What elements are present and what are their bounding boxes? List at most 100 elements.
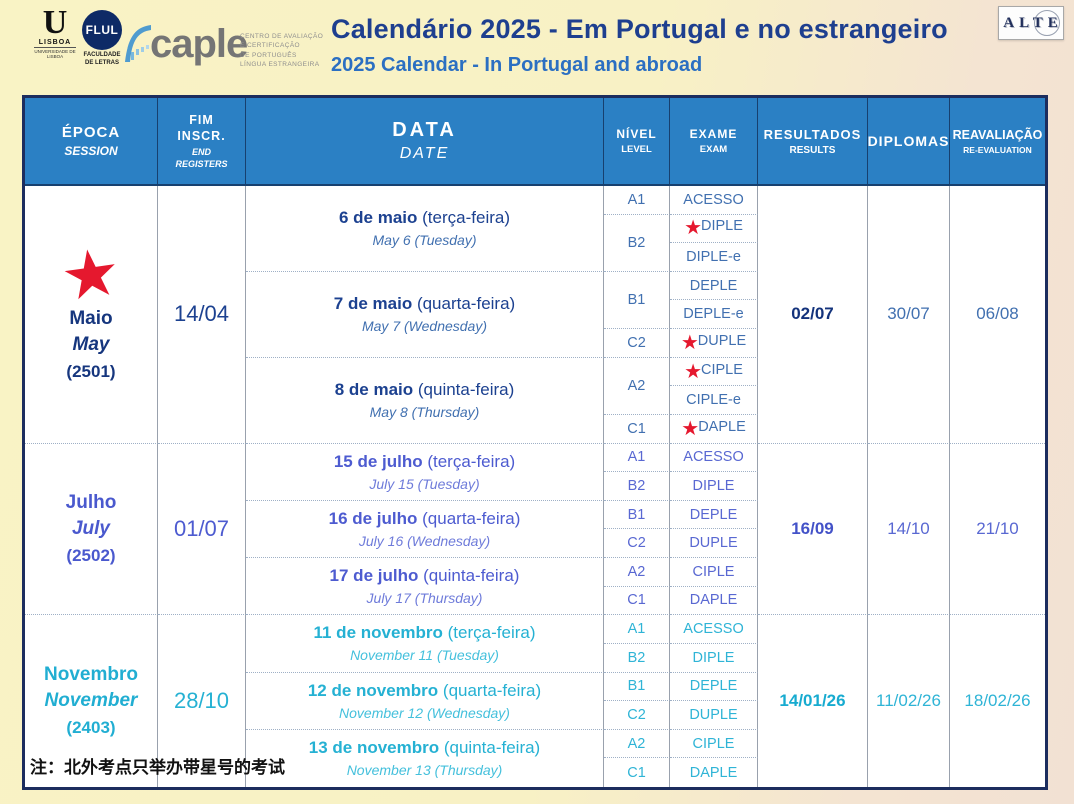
col-header-nivel: NÍVEL LEVEL <box>604 98 670 186</box>
session-code: (2403) <box>66 718 116 738</box>
caple-description: CENTRO DE AVALIAÇÃO E CERTIFICAÇÃO DE PO… <box>240 33 324 69</box>
alte-circle-icon <box>1034 10 1060 36</box>
end-registration-november: 28/10 <box>158 615 246 787</box>
level-cell: B1 <box>604 500 670 530</box>
session-month-en: November <box>44 690 138 712</box>
star-icon: ★ <box>56 233 126 315</box>
star-icon: ★ <box>684 217 702 240</box>
reevaluation-cell: 21/10 <box>950 443 1045 616</box>
session-month-en: July <box>71 517 111 539</box>
col-header-fim-inscr: FIM INSCR. END REGISTERS <box>158 98 246 186</box>
exam-date: 11 de novembro (terça-feira) November 11… <box>246 615 604 673</box>
diplomas-cell: 11/02/26 <box>868 615 950 787</box>
diplomas-cell: 14/10 <box>868 443 950 616</box>
exam-cell: ★ DIPLE <box>670 214 758 244</box>
level-cell: C2 <box>604 329 670 358</box>
star-icon: ★ <box>681 417 700 440</box>
exam-date: 15 de julho (terça-feira) July 15 (Tuesd… <box>246 443 604 501</box>
session-may: ★ Maio May (2501) <box>25 186 158 444</box>
exam-cell: ACESSO <box>670 443 758 473</box>
level-cell: B1 <box>604 672 670 702</box>
session-code: (2501) <box>66 362 116 382</box>
bridge-icon <box>122 22 152 73</box>
level-cell: A2 <box>604 558 670 587</box>
flul-name: FACULDADE DE LETRAS <box>83 52 121 66</box>
exam-cell: DEPLE <box>670 672 758 702</box>
page-title: Calendário 2025 - Em Portugal e no estra… <box>331 14 948 44</box>
ulisboa-subtitle: UNIVERSIDADE DE LISBOA <box>34 46 76 59</box>
reevaluation-cell: 06/08 <box>950 186 1045 444</box>
exam-date: 12 de novembro (quarta-feira) November 1… <box>246 672 604 730</box>
exam-cell: CIPLE <box>670 729 758 759</box>
level-cell: C2 <box>604 529 670 559</box>
exam-cell: ★ DAPLE <box>670 414 758 444</box>
alte-logo: ALTE <box>998 6 1064 40</box>
level-cell: A2 <box>604 729 670 759</box>
exam-date: 7 de maio (quarta-feira) May 7 (Wednesda… <box>246 271 604 358</box>
star-icon: ★ <box>680 331 699 354</box>
level-cell: A2 <box>604 357 670 415</box>
exam-cell: DUPLE <box>670 529 758 559</box>
exam-cell: DIPLE <box>670 472 758 501</box>
exam-date: 13 de novembro (quinta-feira) November 1… <box>246 729 604 787</box>
exam-cell: ★ CIPLE <box>670 357 758 387</box>
end-registration-july: 01/07 <box>158 443 246 616</box>
level-cell: A1 <box>604 443 670 473</box>
exam-cell: DIPLE <box>670 643 758 673</box>
session-code: (2502) <box>66 545 116 565</box>
col-header-epoca: ÉPOCA SESSION <box>25 98 158 186</box>
session-month-en: May <box>72 334 110 356</box>
session-month-pt: Maio <box>69 308 113 330</box>
session-month-pt: Julho <box>65 491 117 513</box>
level-cell: A1 <box>604 615 670 644</box>
exam-date: 6 de maio (terça-feira) May 6 (Tuesday) <box>246 186 604 272</box>
col-header-resultados: RESULTADOS RESULTS <box>758 98 868 186</box>
flul-abbr: FLUL <box>85 23 119 37</box>
caple-logo: caple <box>150 22 248 66</box>
footnote-chinese: 注：北外考点只举办带星号的考试 <box>30 758 285 777</box>
session-month-pt: Novembro <box>44 664 138 686</box>
col-header-reavaliacao: REAVALIAÇÃO RE-EVALUATION <box>950 98 1045 186</box>
results-cell: 02/07 <box>758 186 868 444</box>
exam-cell: CIPLE <box>670 558 758 587</box>
diplomas-cell: 30/07 <box>868 186 950 444</box>
exam-cell: ACESSO <box>670 615 758 644</box>
exam-cell: ★ DUPLE <box>670 329 758 358</box>
exam-cell: CIPLE-e <box>670 386 758 415</box>
exam-cell: DEPLE <box>670 500 758 530</box>
level-cell: B2 <box>604 214 670 272</box>
ulisboa-logo: U LISBOA UNIVERSIDADE DE LISBOA <box>34 4 76 59</box>
page-subtitle: 2025 Calendar - In Portugal and abroad <box>331 54 703 76</box>
level-cell: B2 <box>604 643 670 673</box>
results-cell: 14/01/26 <box>758 615 868 787</box>
exam-cell: DAPLE <box>670 758 758 787</box>
flul-logo: FLUL FACULDADE DE LETRAS <box>80 10 124 67</box>
end-registration-may: 14/04 <box>158 186 246 444</box>
level-cell: C2 <box>604 701 670 730</box>
level-cell: C1 <box>604 758 670 787</box>
calendar-table: ÉPOCA SESSION FIM INSCR. END REGISTERS D… <box>22 95 1048 790</box>
level-cell: A1 <box>604 186 670 215</box>
results-cell: 16/09 <box>758 443 868 616</box>
exam-date: 16 de julho (quarta-feira) July 16 (Wedn… <box>246 500 604 559</box>
exam-cell: DAPLE <box>670 586 758 616</box>
reevaluation-cell: 18/02/26 <box>950 615 1045 787</box>
session-july: Julho July (2502) <box>25 443 158 616</box>
exam-cell: DEPLE-e <box>670 300 758 330</box>
col-header-data: DATA DATE <box>246 98 604 186</box>
exam-date: 17 de julho (quinta-feira) July 17 (Thur… <box>246 558 604 616</box>
level-cell: C1 <box>604 586 670 616</box>
col-header-exame: EXAME EXAM <box>670 98 758 186</box>
level-cell: B2 <box>604 472 670 501</box>
col-header-diplomas: DIPLOMAS <box>868 98 950 186</box>
exam-cell: DUPLE <box>670 701 758 730</box>
page-header: U LISBOA UNIVERSIDADE DE LISBOA FLUL FAC… <box>0 0 1074 95</box>
star-icon: ★ <box>684 360 702 383</box>
exam-date: 8 de maio (quinta-feira) May 8 (Thursday… <box>246 357 604 444</box>
exam-cell: DIPLE-e <box>670 243 758 272</box>
exam-cell: DEPLE <box>670 271 758 301</box>
level-cell: C1 <box>604 414 670 444</box>
level-cell: B1 <box>604 271 670 330</box>
session-november: Novembro November (2403) <box>25 615 158 787</box>
ulisboa-letter: U <box>42 4 68 41</box>
